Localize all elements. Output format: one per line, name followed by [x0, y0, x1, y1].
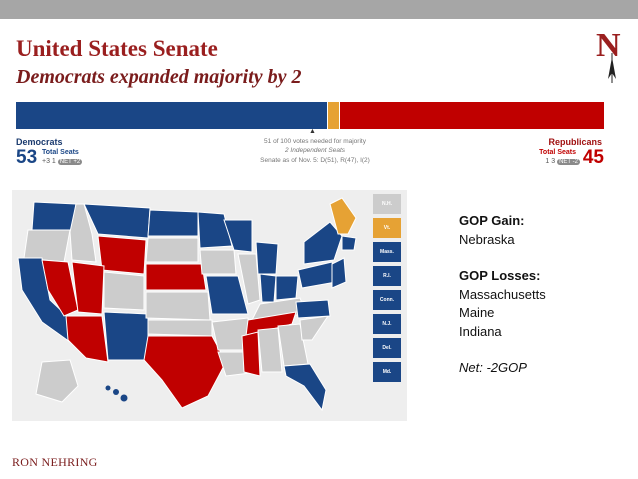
small-states-legend: N.H. Vt. Mass. R.I. Conn. N.J. Del. Md. [373, 194, 401, 386]
senate-map-panel: N.H. Vt. Mass. R.I. Conn. N.J. Del. Md. [12, 190, 407, 421]
legend-state-box: Mass. [373, 242, 401, 262]
gop-losses-heading: GOP Losses: [459, 268, 541, 283]
gop-loss-state: Maine [459, 305, 495, 320]
slide-title: United States Senate [16, 36, 218, 61]
slide-subtitle: Democrats expanded majority by 2 [16, 66, 302, 88]
gop-loss-state: Indiana [459, 323, 502, 339]
legend-state-box: Del. [373, 338, 401, 358]
dem-net-badge: NET +2 [57, 159, 83, 165]
gop-total-label: Total Seats [539, 149, 576, 156]
dem-change-values: +3 1 [42, 158, 56, 165]
dem-total-label: Total Seats [42, 149, 79, 156]
dem-changes: +3 1 NET +2 [42, 158, 83, 165]
legend-state-box: N.H. [373, 194, 401, 214]
gop-change-values: 1 3 [545, 158, 556, 165]
results-notes: GOP Gain: Nebraska GOP Losses: Massachus… [459, 212, 546, 378]
seat-bar [16, 102, 604, 129]
gop-changes: 1 3 NET -2 [545, 158, 580, 165]
legend-state-box: N.J. [373, 314, 401, 334]
legend-state-box: R.I. [373, 266, 401, 286]
compass-icon [608, 53, 616, 83]
legend-state-box: Md. [373, 362, 401, 382]
gop-net-badge: NET -2 [557, 159, 580, 165]
dem-seat-count: 53 [16, 147, 38, 168]
us-map-illustration [17, 197, 357, 412]
gop-gain-heading: GOP Gain: [459, 213, 525, 228]
seat-bar-republican [340, 102, 604, 129]
seat-bar-independent [327, 102, 341, 129]
net-change: Net: -2GOP [459, 360, 527, 375]
n-compass-logo: N [592, 27, 632, 85]
dem-label: Democrats [16, 137, 63, 147]
asof-note: Senate as of Nov. 5: D(51), R(47), I(2) [260, 157, 370, 164]
legend-state-box: Vt. [373, 218, 401, 238]
majority-note: 51 of 100 votes needed for majority [264, 138, 366, 145]
gop-seat-count: 45 [582, 147, 604, 168]
gop-loss-state: Massachusetts [459, 286, 546, 302]
top-bar [0, 0, 638, 19]
gop-label: Republicans [548, 137, 602, 147]
seat-bar-democrat [16, 102, 328, 129]
gop-gain-state: Nebraska [459, 231, 515, 247]
legend-state-box: Conn. [373, 290, 401, 310]
logo-letter: N [596, 27, 621, 64]
independent-note: 2 Independent Seats [285, 147, 345, 154]
majority-pointer-icon: ▲ [309, 128, 316, 135]
footer-brand: RON NEHRING [12, 455, 98, 469]
